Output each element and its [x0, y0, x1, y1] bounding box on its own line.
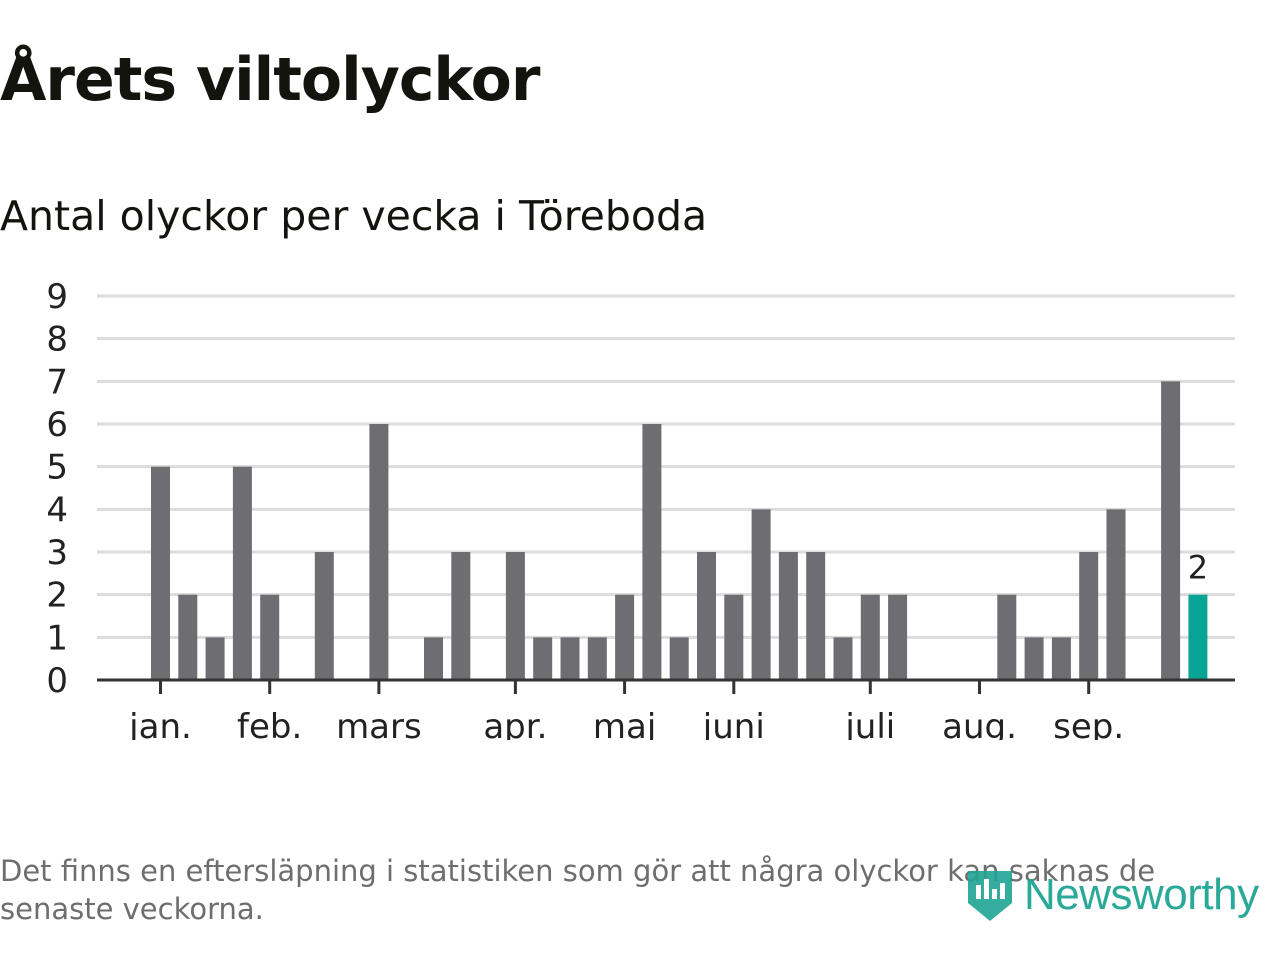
chart-subtitle: Antal olyckor per vecka i Töreboda: [0, 192, 708, 240]
newsworthy-logo-icon: [964, 861, 1016, 929]
month-label: juni: [702, 707, 765, 740]
data-label-highlight: 2: [1188, 549, 1208, 587]
bar: [451, 552, 471, 680]
bar: [232, 466, 252, 680]
bar: [697, 552, 716, 680]
bar: [1161, 381, 1181, 680]
footnote: Det finns en eftersläpning i statistiken…: [0, 854, 1156, 926]
bar: [314, 552, 334, 680]
bar: [1106, 509, 1126, 680]
y-tick-label: 6: [46, 405, 68, 445]
bar: [997, 594, 1017, 680]
bar: [642, 424, 662, 680]
bars: [151, 381, 1208, 680]
gridlines: [97, 294, 1235, 639]
newsworthy-logo: Newsworthy: [964, 860, 1276, 930]
bar-highlight: [1188, 594, 1208, 680]
bar: [1024, 637, 1044, 680]
bar: [833, 637, 853, 680]
y-tick-label: 8: [46, 320, 68, 360]
bar: [560, 637, 580, 680]
month-label: aug.: [942, 707, 1017, 740]
bar: [587, 637, 607, 680]
bar: [615, 594, 635, 680]
bar: [724, 594, 744, 680]
month-label: apr.: [483, 707, 547, 740]
bar: [533, 637, 553, 680]
bar: [178, 594, 198, 680]
y-tick-label: 7: [46, 362, 68, 402]
month-label: maj: [593, 707, 656, 740]
y-tick-label: 9: [46, 277, 68, 317]
bar: [424, 637, 443, 680]
bar: [778, 552, 798, 680]
bar: [260, 594, 280, 680]
month-label: jan.: [128, 707, 192, 740]
y-tick-label: 5: [46, 448, 68, 488]
bar: [369, 424, 389, 680]
newsworthy-logo-text: Newsworthy: [1024, 870, 1259, 919]
bar: [669, 637, 689, 680]
y-tick-label: 1: [46, 618, 68, 658]
y-tick-label: 2: [46, 576, 68, 616]
chart-title: Årets viltolyckor: [0, 45, 540, 115]
y-tick-label: 3: [46, 533, 68, 573]
bar: [151, 466, 170, 680]
bar: [751, 509, 771, 680]
month-label: sep.: [1053, 707, 1124, 740]
y-tick-label: 4: [46, 490, 68, 530]
bar: [888, 594, 908, 680]
bar: [505, 552, 525, 680]
bar: [205, 637, 225, 680]
month-label: feb.: [237, 707, 302, 740]
x-axis-ticks: jan. feb. mars apr. maj juni juli aug. sep.: [128, 680, 1124, 740]
y-tick-label: 0: [46, 661, 68, 701]
month-label: mars: [336, 707, 422, 740]
bar: [806, 552, 826, 680]
data-labels: 2: [1188, 549, 1208, 587]
bar: [1079, 552, 1099, 680]
bar: [860, 594, 880, 680]
bar: [1051, 637, 1071, 680]
month-label: juli: [844, 707, 895, 740]
